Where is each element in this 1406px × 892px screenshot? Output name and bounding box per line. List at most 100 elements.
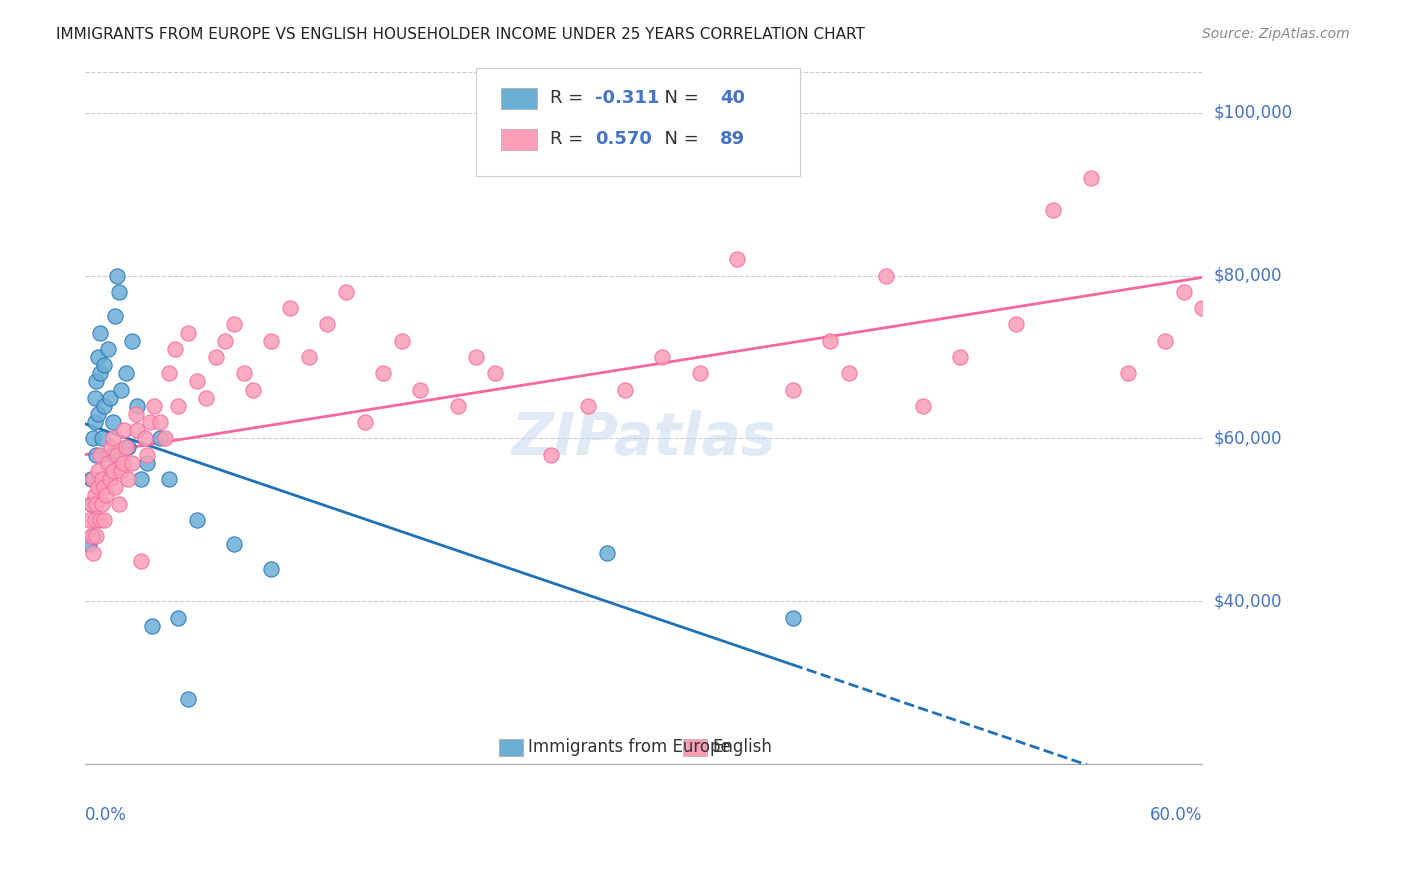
Point xyxy=(105,268,128,283)
Point xyxy=(117,440,139,454)
Point xyxy=(86,529,108,543)
FancyBboxPatch shape xyxy=(683,739,707,756)
Text: 60.0%: 60.0% xyxy=(1150,805,1202,824)
Point xyxy=(111,456,134,470)
Point xyxy=(98,472,121,486)
Point xyxy=(298,350,321,364)
Point xyxy=(91,472,114,486)
Point xyxy=(103,415,125,429)
Point xyxy=(143,399,166,413)
Point xyxy=(195,391,218,405)
Point xyxy=(155,432,177,446)
Text: $80,000: $80,000 xyxy=(1213,267,1282,285)
Point xyxy=(484,367,506,381)
Text: ZIPatlas: ZIPatlas xyxy=(512,410,776,467)
Text: R =: R = xyxy=(550,130,589,148)
Point xyxy=(135,448,157,462)
Point xyxy=(82,472,104,486)
Point xyxy=(82,529,104,543)
Point xyxy=(163,342,186,356)
Point xyxy=(1191,301,1213,315)
Point xyxy=(104,480,127,494)
Point xyxy=(1284,252,1306,267)
Point xyxy=(232,367,254,381)
Point xyxy=(112,423,135,437)
Point xyxy=(446,399,468,413)
Point xyxy=(87,350,110,364)
Point xyxy=(725,252,748,267)
Point xyxy=(167,610,190,624)
Point xyxy=(115,367,138,381)
Point xyxy=(1265,187,1288,202)
Point xyxy=(83,488,105,502)
FancyBboxPatch shape xyxy=(501,88,537,109)
Point xyxy=(949,350,972,364)
Text: R =: R = xyxy=(550,88,589,106)
Point xyxy=(117,472,139,486)
Point xyxy=(1116,367,1139,381)
Point xyxy=(176,692,198,706)
Point xyxy=(115,440,138,454)
Point xyxy=(100,440,122,454)
Point xyxy=(103,464,125,478)
Point xyxy=(1042,203,1064,218)
Point xyxy=(121,334,143,348)
Text: Source: ZipAtlas.com: Source: ZipAtlas.com xyxy=(1202,27,1350,41)
Point xyxy=(242,383,264,397)
Point xyxy=(689,367,711,381)
Point xyxy=(1322,318,1344,332)
Point xyxy=(98,391,121,405)
Text: IMMIGRANTS FROM EUROPE VS ENGLISH HOUSEHOLDER INCOME UNDER 25 YEARS CORRELATION : IMMIGRANTS FROM EUROPE VS ENGLISH HOUSEH… xyxy=(56,27,865,42)
Point xyxy=(108,497,131,511)
Point xyxy=(97,456,120,470)
Point xyxy=(80,497,103,511)
Point xyxy=(260,562,283,576)
Point xyxy=(105,448,128,462)
Point xyxy=(89,326,111,340)
Point xyxy=(124,407,146,421)
Point xyxy=(93,480,115,494)
Point xyxy=(89,448,111,462)
Point xyxy=(465,350,488,364)
Point xyxy=(1209,268,1232,283)
Point xyxy=(875,268,897,283)
Text: $100,000: $100,000 xyxy=(1213,103,1292,121)
Point xyxy=(89,513,111,527)
Point xyxy=(540,448,562,462)
Text: Immigrants from Europe: Immigrants from Europe xyxy=(527,739,730,756)
Point xyxy=(82,545,104,559)
Point xyxy=(782,383,804,397)
Text: 40: 40 xyxy=(720,88,745,106)
Point xyxy=(93,358,115,372)
Point xyxy=(103,432,125,446)
Point xyxy=(80,529,103,543)
Point xyxy=(91,497,114,511)
Point xyxy=(838,367,860,381)
Point xyxy=(87,407,110,421)
Point xyxy=(135,456,157,470)
Point xyxy=(651,350,673,364)
Point xyxy=(83,391,105,405)
Point xyxy=(614,383,637,397)
Text: English: English xyxy=(711,739,772,756)
Point xyxy=(141,619,163,633)
Text: N =: N = xyxy=(652,130,704,148)
Point xyxy=(167,399,190,413)
Point xyxy=(121,456,143,470)
Point xyxy=(83,513,105,527)
Point xyxy=(186,513,208,527)
Point xyxy=(97,342,120,356)
Point xyxy=(93,513,115,527)
Point xyxy=(1229,219,1251,234)
Point xyxy=(335,285,357,299)
Point xyxy=(1154,334,1177,348)
Point xyxy=(316,318,339,332)
Text: 0.0%: 0.0% xyxy=(86,805,127,824)
Point xyxy=(108,285,131,299)
Point xyxy=(110,464,132,478)
Point xyxy=(94,488,117,502)
Point xyxy=(80,497,103,511)
Point xyxy=(77,537,100,551)
Point xyxy=(77,513,100,527)
Point xyxy=(80,472,103,486)
